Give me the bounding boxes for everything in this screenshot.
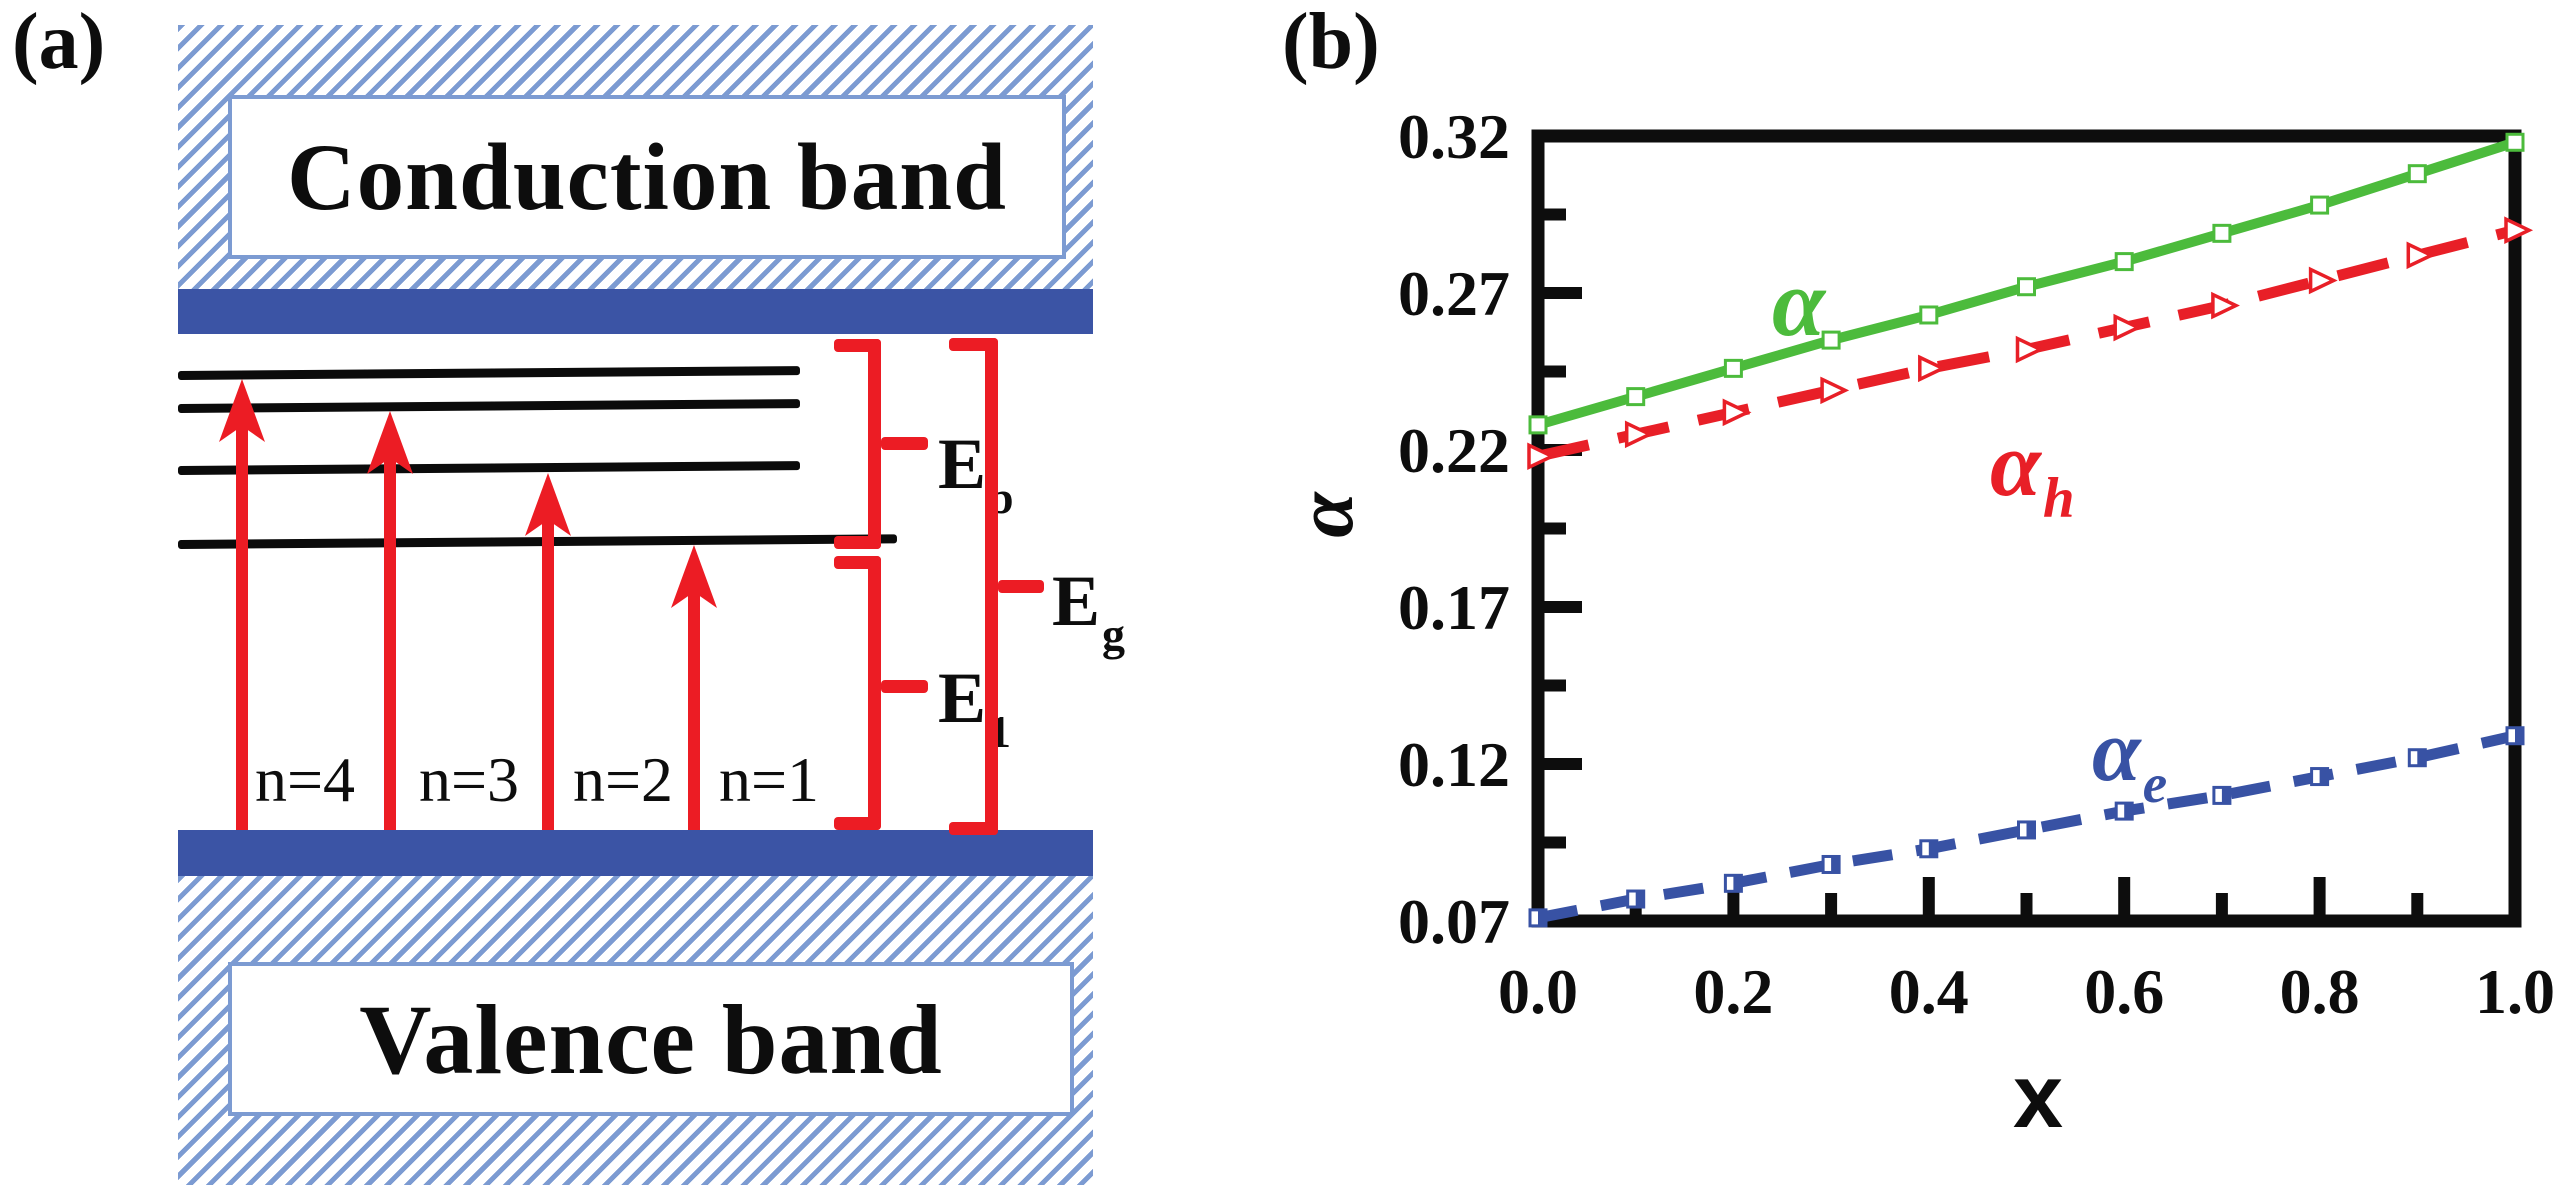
marker-half-filled-square — [2310, 767, 2330, 787]
eb-bracket-bar — [868, 339, 881, 549]
marker-open-right-triangle — [2406, 241, 2436, 270]
marker-half-filled-square — [1821, 854, 1841, 874]
marker-half-filled-square-fill — [2026, 821, 2035, 838]
panel-b-label: (b) — [1282, 0, 1380, 86]
marker-open-right-triangle — [1527, 442, 1557, 471]
conduction-band-label-box: Conduction band — [228, 95, 1066, 259]
marker-open-square — [2505, 132, 2525, 152]
marker-half-filled-square — [1723, 873, 1743, 893]
marker-open-right-triangle — [1918, 354, 1947, 383]
band-gap-energy-label: Eg — [1052, 561, 1126, 661]
x-tick-label: 0.8 — [2280, 956, 2360, 1027]
eg-bracket-top-foot — [949, 338, 998, 351]
marker-open-right-triangle — [2113, 313, 2143, 342]
series-line-α_h — [1536, 224, 2517, 462]
marker-half-filled-square — [2212, 785, 2232, 805]
e1-bracket-bottom-foot — [834, 817, 881, 830]
conduction-band-edge — [178, 289, 1093, 334]
eg-bracket-bottom-foot — [949, 822, 998, 835]
marker-half-filled-square-fill — [2417, 749, 2426, 766]
eg-bracket-bar — [985, 338, 998, 835]
level-label-n2: n=2 — [572, 744, 674, 815]
marker-open-right-triangle — [1722, 398, 1752, 427]
marker-open-square — [2212, 223, 2232, 243]
eb-bracket-tick — [881, 437, 928, 450]
level-label-n4: n=4 — [254, 744, 356, 815]
valence-band-label: Valence band — [359, 983, 943, 1095]
marker-open-square — [1723, 358, 1743, 378]
marker-open-square — [2407, 164, 2427, 184]
y-tick-label: 0.17 — [1398, 572, 1510, 643]
y-tick-label: 0.12 — [1398, 729, 1510, 800]
x-tick-label: 0.6 — [2084, 956, 2164, 1027]
valence-band-edge — [178, 830, 1093, 876]
x-tick-label: 0.4 — [1889, 956, 1969, 1027]
series-line-α — [1536, 137, 2517, 430]
level-label-n3: n=3 — [418, 744, 520, 815]
marker-half-filled-square-fill — [2221, 787, 2230, 804]
marker-half-filled-square-fill — [2515, 727, 2523, 744]
marker-open-right-triangle — [2211, 291, 2240, 320]
marker-open-right-triangle — [2308, 266, 2338, 295]
e1-bracket-top-foot — [834, 556, 881, 569]
y-tick-label: 0.32 — [1398, 101, 1510, 172]
plot-border — [1531, 129, 2522, 928]
marker-half-filled-square — [1626, 889, 1646, 909]
marker-open-square — [1626, 387, 1646, 407]
eb-bracket-top-foot — [834, 339, 881, 352]
eb-bracket-bottom-foot — [834, 536, 881, 549]
transition-arrow-n4 — [219, 379, 265, 830]
x-tick-label: 0.2 — [1693, 956, 1773, 1027]
x-tick-label: 0.0 — [1498, 956, 1578, 1027]
valence-band-label-box: Valence band — [228, 962, 1074, 1116]
marker-half-filled-square — [2017, 820, 2036, 840]
binding-energy-label: Eb — [938, 424, 1014, 524]
marker-half-filled-square — [2407, 748, 2427, 768]
curve-label-α_h: αh — [1990, 413, 2075, 530]
y-tick-label: 0.22 — [1398, 415, 1510, 486]
marker-half-filled-square-fill — [1635, 891, 1644, 908]
marker-half-filled-square-fill — [1928, 840, 1937, 857]
marker-open-square — [2310, 195, 2330, 215]
curve-label-α: α — [1772, 249, 1827, 356]
marker-half-filled-square-fill — [1831, 856, 1840, 873]
e1-bracket-tick — [881, 680, 928, 693]
transition-arrow-n2 — [525, 473, 571, 830]
marker-half-filled-square-fill — [2124, 803, 2133, 820]
marker-half-filled-square-fill — [1538, 909, 1546, 926]
marker-open-square — [1821, 330, 1841, 350]
transition-arrow-n3 — [367, 411, 413, 830]
marker-half-filled-square — [2505, 726, 2525, 746]
e1-bracket-bar — [868, 556, 881, 830]
marker-open-right-triangle — [1820, 376, 1850, 405]
x-tick-label: 1.0 — [2475, 956, 2555, 1027]
marker-open-right-triangle — [1624, 420, 1654, 449]
y-tick-label: 0.07 — [1398, 886, 1510, 957]
transition-arrow-n1 — [671, 545, 717, 830]
x-axis-title: x — [2013, 1047, 2063, 1147]
y-tick-label: 0.27 — [1398, 258, 1510, 329]
ground-state-energy-label: E1 — [938, 658, 1012, 758]
marker-open-square — [2114, 252, 2134, 272]
curve-label-α_e: αe — [2092, 703, 2167, 814]
conduction-band-label: Conduction band — [287, 124, 1007, 230]
marker-open-right-triangle — [2504, 216, 2534, 244]
marker-half-filled-square — [1528, 908, 1548, 928]
marker-half-filled-square — [1919, 839, 1939, 859]
eg-bracket-tick — [998, 580, 1044, 593]
panel-a-label: (a) — [12, 0, 106, 86]
marker-half-filled-square-fill — [2319, 768, 2328, 785]
y-axis-title: α — [1279, 491, 1370, 538]
marker-half-filled-square-fill — [1733, 875, 1742, 892]
marker-open-square — [1919, 305, 1939, 325]
level-label-n1: n=1 — [718, 744, 820, 815]
series-line-α_e — [1536, 730, 2517, 924]
marker-half-filled-square — [2114, 801, 2134, 821]
marker-open-square — [1528, 415, 1548, 435]
marker-open-square — [2017, 277, 2036, 297]
marker-open-right-triangle — [2015, 335, 2045, 364]
